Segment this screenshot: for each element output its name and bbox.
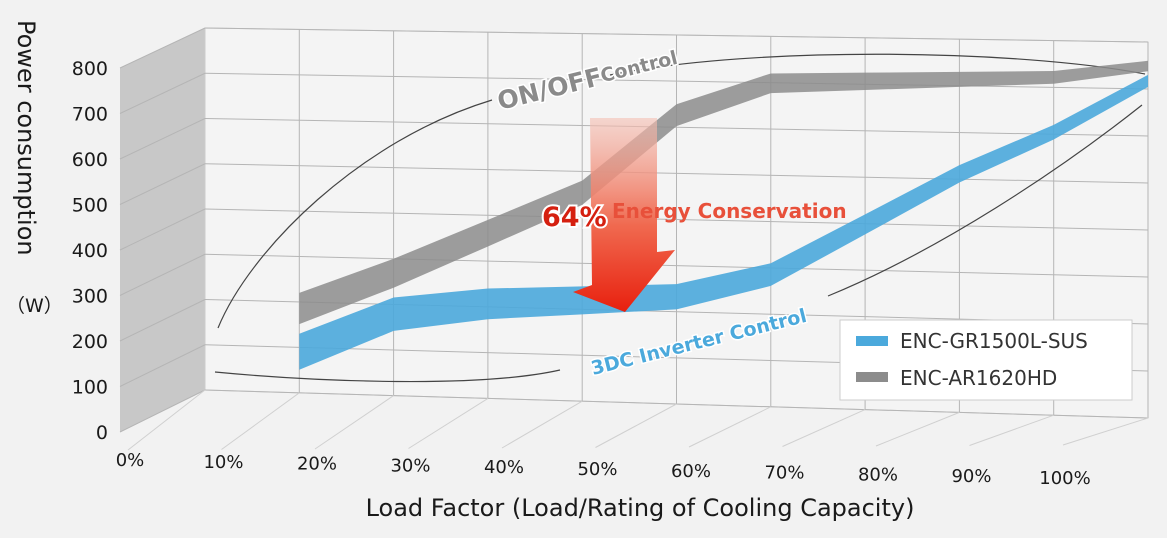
- grid-line-side: [119, 72, 206, 114]
- legend-label-gr1500: ENC-GR1500L-SUS: [900, 329, 1088, 353]
- grid-line-side: [119, 389, 206, 433]
- floor-line: [782, 409, 866, 447]
- legend-label-ar1620: ENC-AR1620HD: [900, 366, 1057, 390]
- floor-line: [595, 403, 677, 448]
- grid-line-side: [119, 253, 206, 296]
- x-tick-label: 0%: [116, 450, 145, 471]
- grid-line-side: [119, 344, 206, 387]
- x-axis-title: Load Factor (Load/Rating of Cooling Capa…: [366, 494, 915, 522]
- decor-curves: [214, 53, 1146, 383]
- floor-line: [969, 414, 1054, 446]
- y-tick-label: 300: [72, 286, 108, 308]
- series-band-1: [299, 74, 1148, 370]
- y-axis-ticks: 0 100 200 300 400 500 600 700 800: [72, 58, 108, 444]
- x-tick-label: 30%: [390, 455, 430, 476]
- floor-line: [127, 389, 206, 451]
- floor-line: [408, 397, 489, 449]
- y-tick-label: 400: [72, 240, 108, 262]
- floor-line: [1062, 417, 1149, 446]
- y-tick-label: 600: [72, 149, 108, 171]
- floor-lines: [127, 389, 1149, 451]
- grid-line-side: [119, 118, 206, 160]
- y-tick-label: 700: [72, 104, 108, 126]
- energy-conservation-annotation: Energy Conservation: [612, 199, 847, 223]
- floor-line: [314, 395, 394, 450]
- y-axis-unit: （W）: [6, 295, 63, 317]
- y-axis-title: Power consumption: [12, 20, 40, 256]
- legend-swatch-gr1500: [856, 336, 888, 346]
- x-axis-ticks: 0% 10% 20% 30% 40% 50% 60% 70% 80% 90% 100%: [116, 450, 1091, 489]
- grid-line-side: [119, 299, 206, 342]
- x-tick-label: 40%: [484, 457, 524, 478]
- grid-line-side: [119, 163, 206, 205]
- x-tick-label: 90%: [951, 466, 991, 487]
- y-tick-label: 200: [72, 331, 108, 353]
- grid-line-side: [119, 27, 206, 69]
- legend-swatch-ar1620: [856, 372, 888, 382]
- floor-line: [221, 392, 300, 450]
- x-tick-label: 20%: [297, 454, 337, 475]
- floor-line: [875, 411, 960, 447]
- y-tick-label: 800: [72, 58, 108, 80]
- floor-line: [501, 400, 583, 449]
- x-tick-label: 10%: [203, 452, 243, 473]
- legend: ENC-GR1500L-SUS ENC-AR1620HD: [839, 319, 1133, 401]
- x-tick-label: 70%: [764, 463, 804, 484]
- y-tick-label: 100: [72, 377, 108, 399]
- series-layer: [299, 60, 1149, 370]
- x-tick-label: 50%: [577, 459, 617, 480]
- energy-arrow: [573, 118, 675, 312]
- legend-box: [839, 319, 1133, 401]
- grid-line-side: [119, 208, 206, 251]
- x-tick-label: 80%: [858, 464, 898, 485]
- floor-line: [688, 406, 772, 448]
- y-tick-label: 0: [96, 422, 108, 444]
- x-tick-label: 60%: [671, 461, 711, 482]
- y-tick-label: 500: [72, 195, 108, 217]
- x-tick-label: 100%: [1039, 468, 1090, 489]
- percent-annotation: 64%: [542, 202, 607, 233]
